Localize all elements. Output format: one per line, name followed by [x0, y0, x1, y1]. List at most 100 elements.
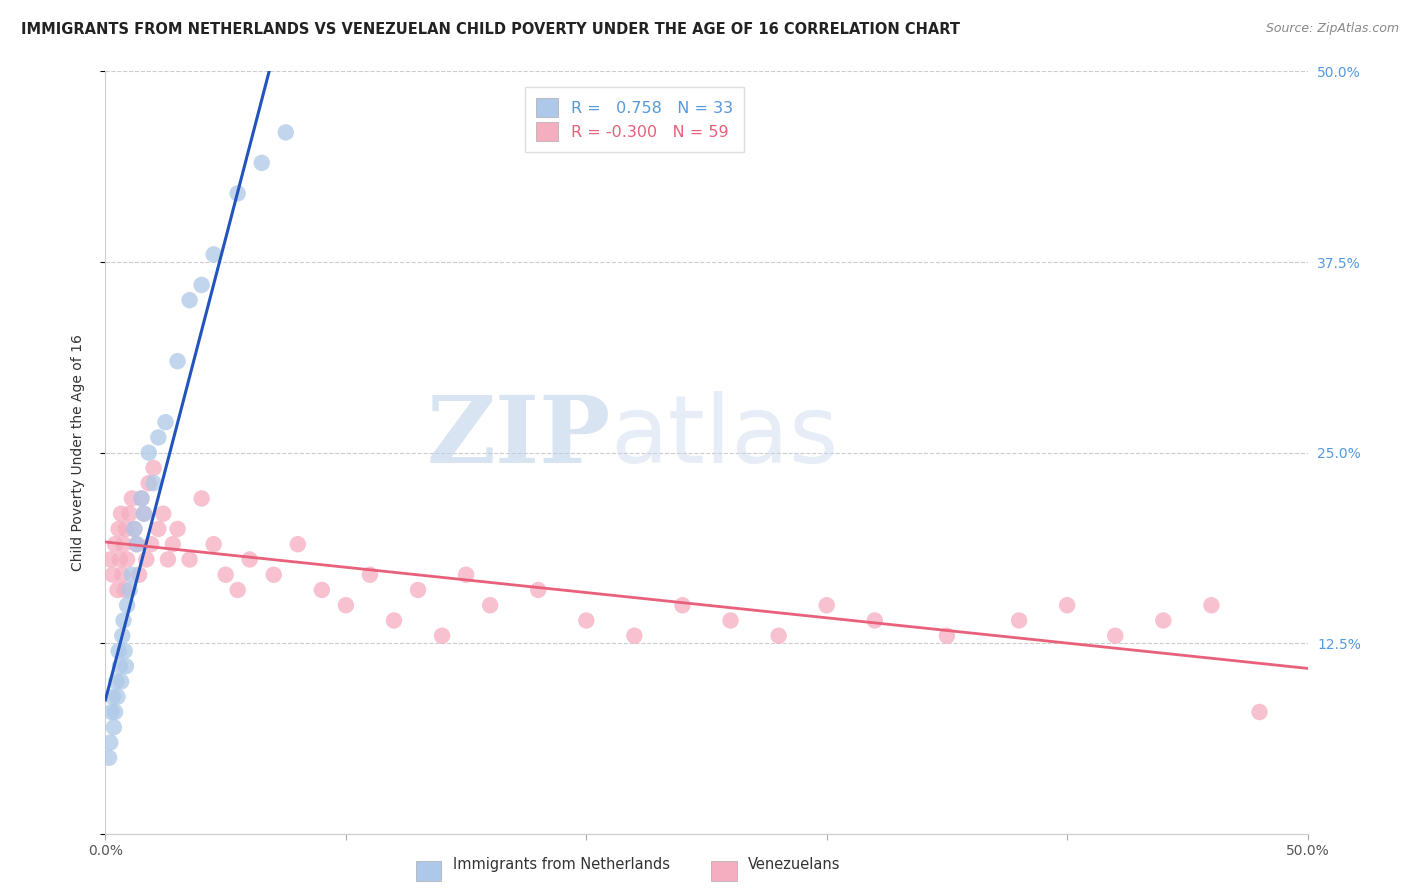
- Point: [125, 537, 148, 551]
- Point: [148, 430, 170, 444]
- Point: [100, 705, 122, 719]
- Text: IMMIGRANTS FROM NETHERLANDS VS VENEZUELAN CHILD POVERTY UNDER THE AGE OF 16 CORR: IMMIGRANTS FROM NETHERLANDS VS VENEZUELA…: [21, 22, 960, 37]
- Bar: [416, 861, 441, 880]
- Point: [108, 659, 131, 673]
- Point: [1249, 705, 1271, 719]
- Point: [124, 522, 146, 536]
- Point: [406, 582, 429, 597]
- Point: [142, 476, 165, 491]
- Point: [107, 690, 129, 704]
- Point: [115, 552, 138, 566]
- Point: [152, 507, 174, 521]
- Point: [190, 491, 212, 506]
- Point: [456, 567, 478, 582]
- Point: [1152, 614, 1174, 628]
- Point: [274, 125, 297, 139]
- Point: [166, 354, 188, 368]
- Point: [114, 582, 136, 597]
- Point: [101, 690, 124, 704]
- Point: [139, 537, 162, 551]
- Point: [162, 537, 184, 551]
- Point: [131, 491, 153, 506]
- Point: [155, 415, 177, 429]
- Point: [287, 537, 309, 551]
- Point: [263, 567, 285, 582]
- Point: [101, 567, 124, 582]
- Point: [815, 598, 838, 612]
- Point: [142, 461, 165, 475]
- Text: Source: ZipAtlas.com: Source: ZipAtlas.com: [1265, 22, 1399, 36]
- Point: [98, 735, 121, 749]
- Point: [115, 598, 138, 612]
- Point: [179, 552, 201, 566]
- Point: [107, 522, 129, 536]
- Point: [250, 156, 273, 170]
- Point: [110, 507, 132, 521]
- Point: [239, 552, 262, 566]
- Point: [179, 293, 201, 307]
- Point: [110, 674, 132, 689]
- Point: [166, 522, 188, 536]
- Point: [479, 598, 502, 612]
- Point: [527, 582, 550, 597]
- Point: [115, 522, 138, 536]
- Point: [135, 552, 157, 566]
- Point: [111, 629, 134, 643]
- Point: [214, 567, 236, 582]
- Point: [1201, 598, 1223, 612]
- Point: [190, 277, 212, 292]
- Point: [1104, 629, 1126, 643]
- Point: [111, 567, 134, 582]
- Point: [671, 598, 693, 612]
- Point: [131, 491, 153, 506]
- Point: [121, 567, 143, 582]
- Point: [138, 445, 160, 460]
- Point: [623, 629, 645, 643]
- Point: [107, 582, 129, 597]
- Point: [103, 720, 125, 734]
- Point: [112, 537, 135, 551]
- Point: [125, 537, 148, 551]
- Point: [226, 186, 249, 201]
- Point: [115, 659, 138, 673]
- Point: [104, 537, 127, 551]
- Point: [202, 537, 225, 551]
- Text: Venezuelans: Venezuelans: [748, 857, 841, 872]
- Bar: [711, 861, 737, 880]
- Legend: R =   0.758   N = 33, R = -0.300   N = 59: R = 0.758 N = 33, R = -0.300 N = 59: [524, 87, 744, 152]
- Point: [720, 614, 742, 628]
- Point: [112, 614, 135, 628]
- Point: [121, 491, 143, 506]
- Point: [98, 750, 121, 764]
- Point: [124, 522, 146, 536]
- Point: [382, 614, 405, 628]
- Point: [114, 644, 136, 658]
- Point: [108, 552, 131, 566]
- Point: [936, 629, 959, 643]
- Point: [118, 507, 141, 521]
- Point: [132, 507, 155, 521]
- Point: [1008, 614, 1031, 628]
- Y-axis label: Child Poverty Under the Age of 16: Child Poverty Under the Age of 16: [70, 334, 84, 571]
- Point: [311, 582, 333, 597]
- Point: [148, 522, 170, 536]
- Point: [359, 567, 381, 582]
- Point: [132, 507, 155, 521]
- Point: [226, 582, 249, 597]
- Point: [768, 629, 790, 643]
- Point: [430, 629, 453, 643]
- Point: [202, 247, 225, 261]
- Point: [575, 614, 598, 628]
- Point: [863, 614, 886, 628]
- Text: atlas: atlas: [610, 392, 838, 483]
- Point: [128, 567, 150, 582]
- Point: [118, 582, 141, 597]
- Point: [107, 644, 129, 658]
- Point: [104, 705, 127, 719]
- Point: [138, 476, 160, 491]
- Text: Immigrants from Netherlands: Immigrants from Netherlands: [453, 857, 669, 872]
- Point: [105, 674, 128, 689]
- Point: [335, 598, 357, 612]
- Point: [156, 552, 179, 566]
- Point: [1056, 598, 1078, 612]
